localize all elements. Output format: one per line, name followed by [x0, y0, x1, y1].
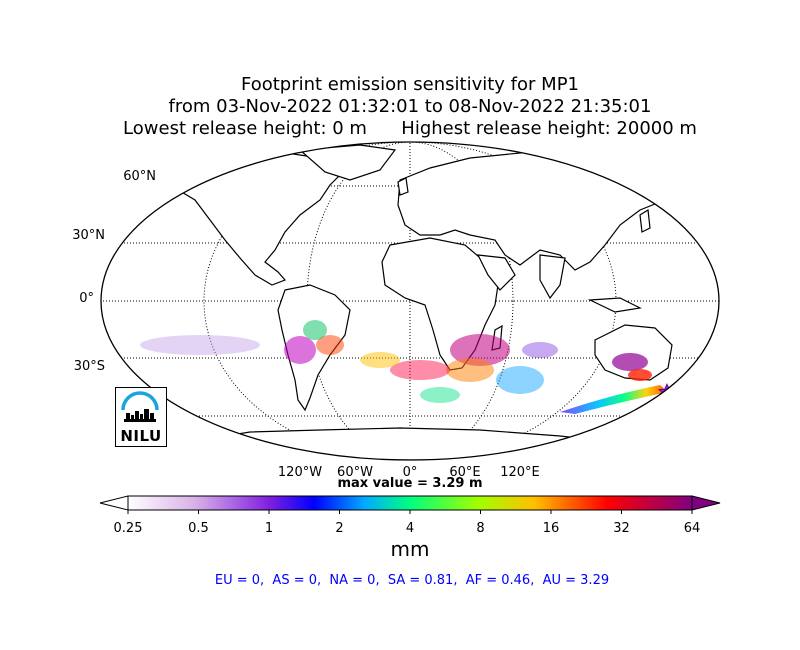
lat-label-30n: 30°N [72, 228, 105, 243]
colorbar-tick: 32 [613, 521, 630, 536]
nilu-logo-icon [121, 391, 159, 422]
highest-release-height: Highest release height: 20000 m [401, 118, 697, 139]
lon-label-60w: 60°W [337, 465, 373, 480]
colorbar-tick: 2 [335, 521, 344, 536]
lon-label-120e: 120°E [500, 465, 540, 480]
lat-label-eq: 0° [79, 291, 94, 306]
title-line-2: from 03-Nov-2022 01:32:01 to 08-Nov-2022… [168, 96, 652, 117]
title-block: Footprint emission sensitivity for MP1 f… [0, 74, 800, 140]
arabia [476, 254, 516, 291]
lowest-release-height: Lowest release height: 0 m [123, 118, 367, 139]
region-values: EU = 0, AS = 0, NA = 0, SA = 0.81, AF = … [214, 573, 610, 588]
footprint-field [140, 320, 668, 414]
map-boundary [100, 141, 720, 461]
colorbar-units: mm [390, 537, 430, 561]
nilu-logo-text: NILU [120, 427, 162, 445]
india [539, 254, 566, 300]
colorbar-tick: 0.5 [188, 521, 209, 536]
antarctica [129, 427, 701, 460]
colorbar-tick: 64 [683, 521, 701, 536]
lon-label-120w: 120°W [278, 465, 322, 480]
lat-label-60n: 60°N [123, 169, 156, 184]
indonesia [587, 297, 642, 313]
nilu-logo: NILU [115, 387, 167, 447]
lon-label-60e: 60°E [449, 465, 480, 480]
max-value-label: max value = 3.29 m [337, 476, 483, 491]
greenland [298, 144, 397, 181]
lon-label-0: 0° [403, 465, 418, 480]
colorbar-tick: 16 [542, 521, 560, 536]
title-line-3: Lowest release height: 0 m Highest relea… [0, 118, 800, 140]
colorbar-tick: 4 [405, 521, 415, 536]
colorbar-tick: 8 [476, 521, 485, 536]
title-line-1: Footprint emission sensitivity for MP1 [240, 74, 579, 95]
colorbar-tick: 0.25 [113, 521, 143, 536]
colorbar-tick: 1 [264, 521, 274, 536]
lat-label-30s: 30°S [74, 359, 105, 374]
colorbar [99, 495, 721, 514]
